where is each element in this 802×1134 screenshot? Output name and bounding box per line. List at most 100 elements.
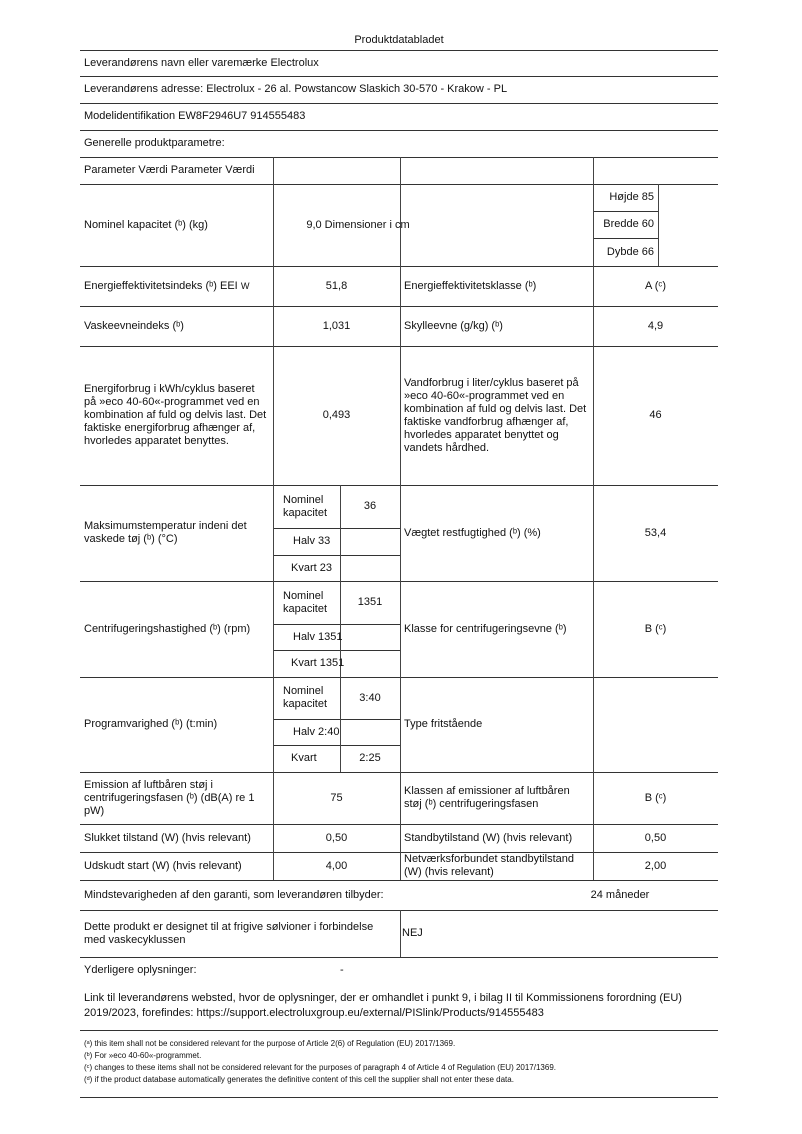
off-mode-value: 0,50: [325, 831, 348, 844]
spin-class-label: Klasse for centrifugeringsevne (ᵇ): [404, 622, 567, 635]
divider: [593, 157, 594, 880]
divider: [80, 346, 718, 347]
divider: [80, 1030, 718, 1031]
water-consumption-value: 46: [649, 409, 662, 421]
moisture-label: Vægtet restfugtighed (ᵇ) (%): [404, 526, 541, 539]
divider: [340, 485, 341, 772]
silver-ions-label: Dette produkt er designet til at frigive…: [84, 920, 374, 946]
wash-index-value: 1,031: [322, 319, 351, 332]
divider: [273, 157, 274, 880]
divider: [658, 184, 659, 266]
wash-index-label: Vaskeevneindeks (ᵇ): [84, 319, 184, 332]
energy-class-label: Energieffektivitetsklasse (ᵇ): [404, 279, 537, 292]
type-label: Type fritstående: [404, 718, 483, 730]
divider: [593, 211, 658, 212]
standby-value: 0,50: [644, 831, 667, 844]
spin-speed-label: Centrifugeringshastighed (ᵇ) (rpm): [84, 622, 251, 635]
additional-info-value: -: [340, 963, 344, 976]
noise-label: Emission af luftbåren støj i centrifuger…: [84, 778, 255, 817]
height-value: Højde 85: [609, 191, 654, 203]
duration-nominal-label: Nominel kapacitet: [283, 685, 328, 710]
divider: [80, 957, 718, 958]
temp-half: Halv 33: [293, 535, 331, 547]
footnote-d: (ᵈ) if the product database automaticall…: [84, 1075, 514, 1084]
divider: [80, 306, 718, 307]
page-title: Produktdatabladet: [354, 33, 444, 46]
noise-value: 75: [330, 791, 343, 804]
network-standby-value: 2,00: [644, 859, 667, 872]
duration-nominal-value: 3:40: [359, 691, 381, 704]
divider: [80, 824, 718, 825]
temp-nominal-label: Nominel kapacitet: [283, 493, 328, 519]
divider: [80, 103, 718, 104]
supplier-name: Leverandørens navn eller varemærke Elect…: [84, 56, 319, 69]
param-header: Parameter Værdi Parameter Værdi: [84, 164, 255, 176]
warranty-label: Mindstevarigheden af den garanti, som le…: [84, 888, 384, 901]
footnote-b: (ᵇ) For »eco 40-60«-programmet.: [84, 1051, 202, 1060]
off-mode-label: Slukket tilstand (W) (hvis relevant): [84, 831, 251, 844]
warranty-value: 24 måneder: [590, 888, 650, 901]
divider: [80, 50, 718, 51]
silver-ions-value: NEJ: [402, 927, 423, 939]
divider: [273, 745, 400, 746]
max-temp-label: Maksimumstemperatur indeni det vaskede t…: [84, 520, 247, 545]
divider: [593, 238, 658, 239]
footnote-a: (ᵃ) this item shall not be considered re…: [84, 1039, 456, 1048]
divider: [80, 910, 718, 911]
divider: [80, 581, 718, 582]
noise-class-label: Klassen af emissioner af luftbåren støj …: [404, 785, 570, 810]
supplier-website-link: Link til leverandørens websted, hvor de …: [84, 992, 682, 1019]
divider: [273, 624, 400, 625]
spin-half: Halv 1351: [293, 630, 343, 643]
divider: [80, 76, 718, 77]
divider: [273, 555, 400, 556]
divider: [400, 910, 401, 957]
spin-quarter: Kvart 1351: [291, 657, 345, 669]
eei-label: Energieffektivitetsindeks (ᵇ) EEI W: [80, 266, 273, 306]
divider: [80, 157, 718, 158]
standby-label: Standbytilstand (W) (hvis relevant): [404, 831, 573, 844]
divider: [80, 1097, 718, 1098]
divider: [273, 528, 400, 529]
eei-label-text: Energieffektivitetsindeks (ᵇ) EEI: [84, 279, 238, 292]
duration-label: Programvarighed (ᵇ) (t:min): [84, 718, 218, 730]
rinse-value: 4,9: [647, 319, 664, 332]
rinse-label: Skylleevne (g/kg) (ᵇ): [404, 319, 503, 332]
divider: [80, 184, 718, 185]
energy-class-value: A (ᶜ): [644, 279, 666, 292]
divider: [80, 772, 718, 773]
divider: [273, 719, 400, 720]
capacity-value: 9,0 Dimensioner i cm: [306, 218, 410, 231]
divider: [80, 852, 718, 853]
temp-nominal-value: 36: [363, 500, 377, 512]
spin-nominal-value: 1351: [357, 596, 383, 608]
model-id: Modelidentifikation EW8F2946U7 914555483: [84, 110, 306, 122]
general-params-heading: Generelle produktparametre:: [84, 137, 225, 149]
delay-start-label: Udskudt start (W) (hvis relevant): [84, 859, 242, 872]
depth-value: Dybde 66: [606, 245, 654, 258]
capacity-label: Nominel kapacitet (ᵇ) (kg): [84, 218, 208, 231]
moisture-value: 53,4: [644, 526, 667, 539]
energy-consumption-label: Energiforbrug i kWh/cyklus baseret på »e…: [84, 383, 267, 447]
duration-quarter-value: 2:25: [359, 752, 381, 764]
divider: [400, 157, 401, 880]
network-standby-label: Netværksforbundet standbytilstand (W) (h…: [404, 853, 574, 878]
additional-info-label: Yderligere oplysninger:: [84, 963, 197, 976]
divider: [80, 677, 718, 678]
temp-quarter: Kvart 23: [291, 561, 332, 574]
width-value: Bredde 60: [603, 218, 654, 230]
duration-quarter-label: Kvart: [291, 752, 317, 764]
divider: [273, 650, 400, 651]
eei-value: 51,8: [325, 279, 348, 292]
spin-class-value: B (ᶜ): [644, 622, 667, 635]
water-consumption-label: Vandforbrug i liter/cyklus baseret på »e…: [404, 376, 587, 454]
divider: [80, 130, 718, 131]
supplier-address: Leverandørens adresse: Electrolux - 26 a…: [84, 83, 508, 95]
footnote-c: (ᶜ) changes to these items shall not be …: [84, 1063, 556, 1072]
eei-subscript: W: [240, 280, 250, 291]
spin-nominal-label: Nominel kapacitet: [283, 589, 328, 615]
energy-consumption-value: 0,493: [322, 409, 351, 421]
noise-class-value: B (ᶜ): [644, 791, 667, 804]
divider: [80, 880, 718, 881]
